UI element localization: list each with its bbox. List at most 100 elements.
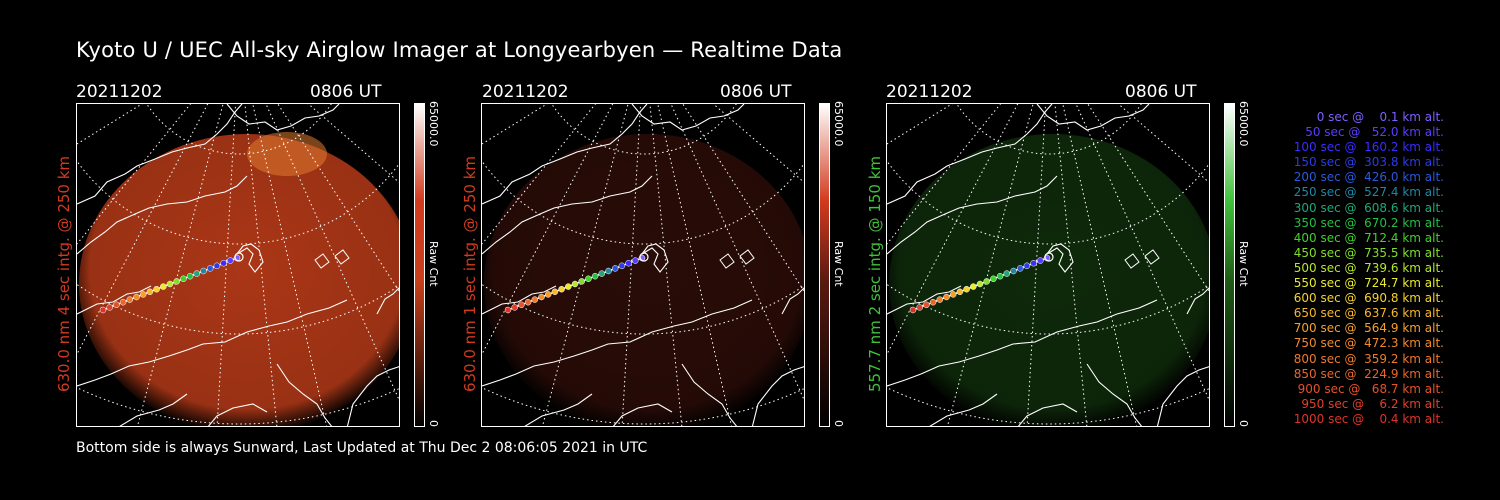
panel-3-allsky-image [886, 103, 1210, 427]
trajectory-point [598, 270, 606, 277]
legend-row: 700 sec @ 564.9 km alt. [1293, 321, 1444, 336]
trajectory-point [153, 285, 160, 293]
trajectory-point [173, 278, 180, 285]
trajectory-point [976, 280, 984, 288]
trajectory-point [923, 301, 930, 309]
trajectory-point [963, 285, 970, 293]
trajectory-point [106, 304, 113, 311]
trajectory-point [1010, 267, 1017, 275]
trajectory-point [544, 291, 552, 298]
legend-row: 150 sec @ 303.8 km alt. [1293, 155, 1444, 170]
trajectory-point [970, 283, 977, 290]
legend-row: 800 sec @ 359.2 km alt. [1293, 351, 1444, 366]
legend-row: 600 sec @ 690.8 km alt. [1293, 291, 1444, 306]
trajectory-point [206, 265, 214, 272]
trajectory-point [571, 280, 579, 288]
panel-2-colorbar-max: 65000.0 [832, 101, 845, 147]
trajectory-point [578, 278, 585, 285]
legend-row: 950 sec @ 6.2 km alt. [1301, 396, 1444, 411]
trajectory-point [1023, 262, 1031, 270]
panel-1-colorbar [414, 103, 425, 427]
trajectory-legend: 0 sec @ 0.1 km alt. 50 sec @ 52.0 km alt.… [1262, 110, 1444, 427]
trajectory-point [909, 306, 917, 314]
trajectory-point [990, 275, 997, 283]
trajectory-point [531, 296, 539, 303]
footer-status: Bottom side is always Sunward, Last Upda… [76, 440, 648, 456]
trajectory-point [213, 262, 221, 270]
trajectory-point [200, 267, 207, 275]
trajectory-point [956, 288, 964, 296]
panel-3-date: 20211202 [886, 82, 973, 102]
panel-3-map [887, 104, 1209, 426]
panel-3-colorbar-unit: Raw Cnt [1237, 241, 1250, 287]
legend-row: 350 sec @ 670.2 km alt. [1293, 215, 1444, 230]
trajectory-point [227, 257, 234, 264]
trajectory-point [160, 283, 167, 290]
trajectory-point [929, 298, 937, 306]
trajectory-point [511, 304, 518, 311]
panel-3-wavelength-label: 557.7 nm 2 sec intg. @ 150 km [866, 155, 884, 393]
trajectory-point [119, 298, 127, 306]
panel-2-date: 20211202 [482, 82, 569, 102]
trajectory-point [949, 291, 957, 298]
trajectory-point [565, 283, 572, 290]
trajectory-point [180, 275, 187, 283]
legend-row: 1000 sec @ 0.4 km alt. [1293, 411, 1444, 426]
legend-row: 400 sec @ 712.4 km alt. [1293, 230, 1444, 245]
legend-row: 0 sec @ 0.1 km alt. [1316, 110, 1444, 124]
trajectory-point [524, 298, 532, 306]
legend-row: 750 sec @ 472.3 km alt. [1293, 336, 1444, 351]
legend-row: 200 sec @ 426.0 km alt. [1293, 170, 1444, 185]
trajectory-point [943, 293, 950, 301]
panel-2-colorbar-unit: Raw Cnt [832, 241, 845, 287]
trajectory-point [518, 301, 525, 309]
trajectory-point [133, 293, 140, 301]
legend-row: 650 sec @ 637.6 km alt. [1293, 306, 1444, 321]
trajectory-point [605, 267, 612, 275]
trajectory-point [220, 259, 227, 267]
panel-1-time: 0806 UT [310, 82, 382, 102]
trajectory-point [504, 306, 512, 314]
legend-row: 900 sec @ 68.7 km alt. [1297, 381, 1444, 396]
panel-1-allsky-image [76, 103, 400, 427]
panel-3-time: 0806 UT [1125, 82, 1197, 102]
trajectory-point [632, 257, 639, 264]
trajectory-point [591, 272, 599, 280]
trajectory-point [585, 275, 592, 283]
trajectory-point [611, 265, 619, 272]
panel-3-colorbar-min: 0 [1237, 420, 1250, 427]
trajectory-point [126, 296, 134, 303]
panel-1-wavelength-label: 630.0 nm 4 sec intg. @ 250 km [55, 155, 73, 393]
trajectory-point [618, 262, 626, 270]
panel-1-date: 20211202 [76, 82, 163, 102]
legend-row: 50 sec @ 52.0 km alt. [1305, 125, 1444, 140]
trajectory-point [99, 306, 107, 314]
legend-row: 100 sec @ 160.2 km alt. [1293, 140, 1444, 155]
trajectory-point [936, 296, 944, 303]
legend-row: 450 sec @ 735.5 km alt. [1293, 245, 1444, 260]
trajectory-point [1003, 270, 1011, 277]
trajectory-point [139, 291, 147, 298]
trajectory-point [551, 288, 559, 296]
trajectory-point [996, 272, 1004, 280]
panel-2-wavelength-label: 630.0 nm 1 sec intg. @ 250 km [461, 155, 479, 393]
panel-2-time: 0806 UT [720, 82, 792, 102]
panel-2-allsky-image [481, 103, 805, 427]
panel-3-colorbar-max: 65000.0 [1237, 101, 1250, 147]
trajectory-point [558, 285, 565, 293]
trajectory-point [983, 278, 990, 285]
trajectory-point [186, 272, 194, 280]
legend-row: 550 sec @ 724.7 km alt. [1293, 276, 1444, 291]
trajectory-point [146, 288, 154, 296]
panel-1-colorbar-min: 0 [427, 420, 440, 427]
trajectory-point [193, 270, 201, 277]
trajectory-point [625, 259, 632, 267]
panel-2-colorbar [819, 103, 830, 427]
legend-row: 500 sec @ 739.6 km alt. [1293, 260, 1444, 275]
trajectory-point [916, 304, 923, 311]
page-title: Kyoto U / UEC All-sky Airglow Imager at … [76, 38, 843, 62]
legend-row: 850 sec @ 224.9 km alt. [1293, 366, 1444, 381]
panel-2-colorbar-min: 0 [832, 420, 845, 427]
trajectory-point [538, 293, 545, 301]
panel-1-colorbar-unit: Raw Cnt [427, 241, 440, 287]
